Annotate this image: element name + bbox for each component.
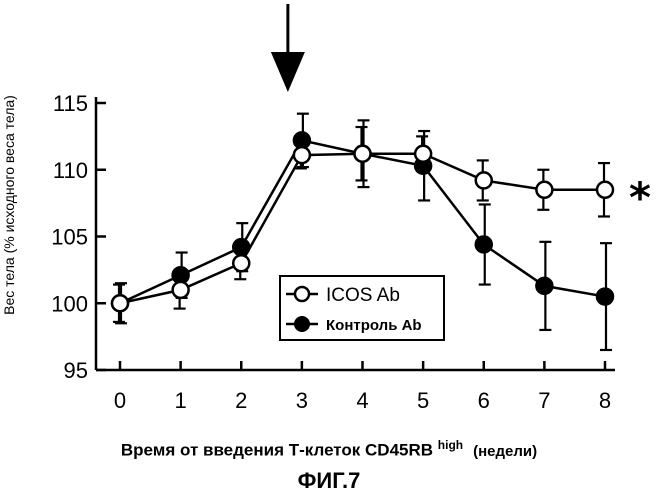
significance-star-icon: * bbox=[629, 173, 651, 222]
data-point-control bbox=[476, 237, 492, 253]
legend: ICOS Ab Контроль Ab bbox=[280, 276, 444, 340]
y-axis-ticks: 95 100 105 110 115 bbox=[51, 91, 106, 383]
x-tick-label: 2 bbox=[235, 388, 247, 413]
legend-marker-open-circle-icon bbox=[295, 287, 309, 301]
data-point-icos bbox=[355, 146, 371, 162]
x-tick-label: 0 bbox=[114, 388, 126, 413]
x-tick-label: 6 bbox=[478, 388, 490, 413]
arrow-head bbox=[271, 52, 305, 92]
x-tick-label: 1 bbox=[175, 388, 187, 413]
y-tick-label: 95 bbox=[64, 358, 88, 383]
x-axis-title-main: Время от введения Т-клеток CD45RB bbox=[121, 441, 433, 460]
x-axis-title-units: (недели) bbox=[473, 443, 537, 460]
data-point-icos bbox=[294, 147, 310, 163]
data-point-control bbox=[597, 289, 613, 305]
data-point-icos bbox=[173, 282, 189, 298]
data-point-icos bbox=[233, 255, 249, 271]
data-point-control bbox=[536, 278, 552, 294]
figure-caption: ФИГ.7 bbox=[0, 468, 658, 494]
data-point-icos bbox=[476, 172, 492, 188]
y-tick-label: 110 bbox=[53, 158, 88, 183]
y-tick-label: 115 bbox=[53, 91, 88, 116]
legend-label-control: Контроль Ab bbox=[326, 317, 422, 334]
body-weight-chart: Вес тела (% исходного веса тела) 0 1 2 3 4 5 6… bbox=[0, 0, 658, 500]
data-point-icos bbox=[415, 146, 431, 162]
y-axis-title: Вес тела (% исходного веса тела) bbox=[1, 95, 17, 315]
x-tick-label: 8 bbox=[599, 388, 611, 413]
legend-marker-filled-circle-icon bbox=[295, 317, 309, 331]
data-point-control bbox=[233, 239, 249, 255]
x-axis-title: Время от введения Т-клеток CD45RB high (н… bbox=[0, 438, 658, 461]
data-point-icos bbox=[536, 182, 552, 198]
y-tick-label: 100 bbox=[51, 291, 88, 316]
data-point-icos bbox=[597, 182, 613, 198]
legend-label-icos: ICOS Ab bbox=[326, 285, 400, 306]
x-tick-label: 3 bbox=[296, 388, 308, 413]
treatment-arrow-icon bbox=[271, 4, 305, 92]
x-tick-label: 4 bbox=[356, 388, 368, 413]
x-tick-label: 5 bbox=[417, 388, 429, 413]
data-point-icos bbox=[112, 295, 128, 311]
x-tick-label: 7 bbox=[538, 388, 550, 413]
y-tick-label: 105 bbox=[51, 225, 88, 250]
x-axis-title-superscript: high bbox=[438, 438, 463, 452]
